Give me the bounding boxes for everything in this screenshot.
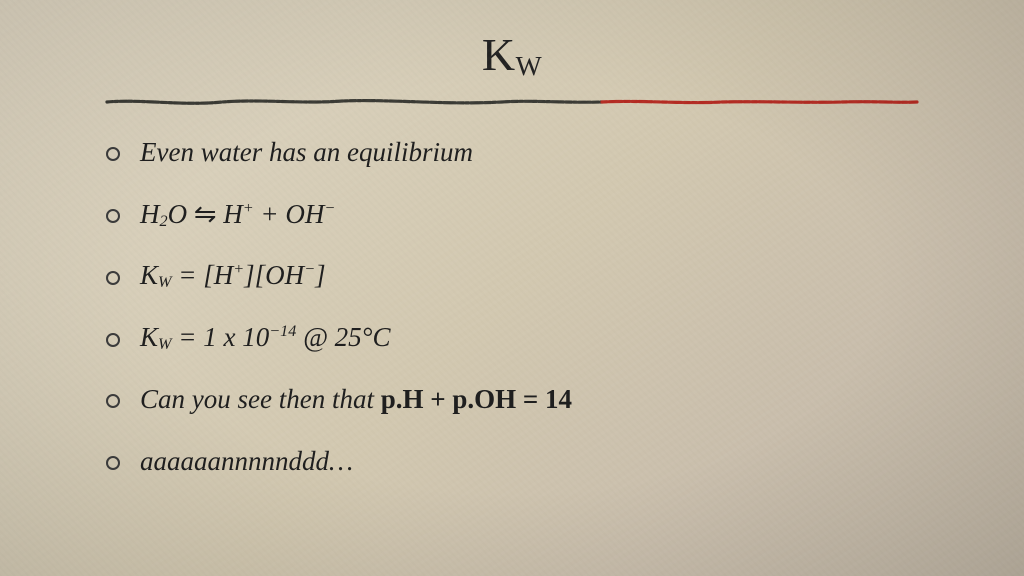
formula-part: K bbox=[140, 322, 158, 352]
item-lead: Can you see then that bbox=[140, 384, 381, 414]
formula-part: = 1 x 10 bbox=[172, 322, 270, 352]
formula-part: @ 25°C bbox=[296, 322, 390, 352]
formula-sup: − bbox=[324, 199, 335, 217]
formula-part: = [H bbox=[172, 260, 234, 290]
equilibrium-arrow-icon: ⇋ bbox=[194, 199, 217, 229]
formula-part: H bbox=[140, 199, 160, 229]
list-item: aaaaaannnnnddd… bbox=[100, 445, 934, 479]
divider-line bbox=[102, 96, 922, 108]
divider-red-segment bbox=[602, 101, 917, 102]
item-bold: p.H + p.OH = 14 bbox=[381, 384, 572, 414]
formula-part: K bbox=[140, 260, 158, 290]
slide: KW Even water has an equilibrium H2O ⇋ H… bbox=[0, 0, 1024, 576]
list-item: Can you see then that p.H + p.OH = 14 bbox=[100, 383, 934, 417]
formula-part: + OH bbox=[254, 199, 325, 229]
formula-sup: − bbox=[304, 260, 315, 278]
formula-sup: + bbox=[243, 199, 254, 217]
formula-sub: W bbox=[158, 335, 171, 353]
formula-part: O bbox=[168, 199, 194, 229]
formula-part: ][OH bbox=[244, 260, 304, 290]
list-item: KW = 1 x 10−14 @ 25°C bbox=[100, 321, 934, 355]
list-item: KW = [H+][OH−] bbox=[100, 259, 934, 293]
item-text: aaaaaannnnnddd… bbox=[140, 446, 353, 476]
page-title: KW bbox=[90, 28, 934, 82]
formula-sub: W bbox=[158, 274, 171, 292]
bullet-list: Even water has an equilibrium H2O ⇋ H+ +… bbox=[90, 136, 934, 479]
formula-sub: 2 bbox=[160, 212, 168, 230]
list-item: H2O ⇋ H+ + OH− bbox=[100, 198, 934, 232]
formula-part: ] bbox=[315, 260, 326, 290]
formula-part: H bbox=[216, 199, 242, 229]
title-subscript: W bbox=[516, 50, 543, 81]
formula-sup: −14 bbox=[269, 322, 296, 340]
title-main: K bbox=[482, 29, 516, 80]
item-text: Even water has an equilibrium bbox=[140, 137, 473, 167]
divider-dark-segment bbox=[107, 101, 602, 104]
formula-sup: + bbox=[233, 260, 244, 278]
list-item: Even water has an equilibrium bbox=[100, 136, 934, 170]
